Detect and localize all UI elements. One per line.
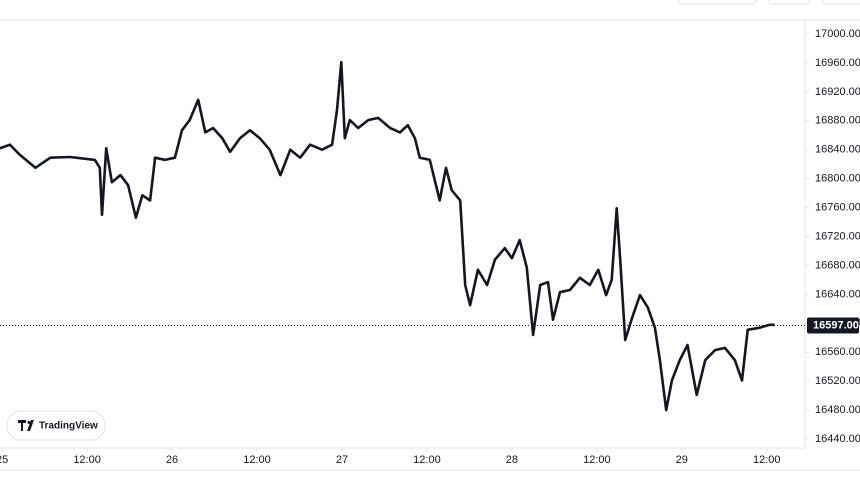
x-tick-label: 12:00 [73, 454, 101, 466]
toolbar-button[interactable] [767, 0, 811, 5]
x-tick-label: 12:00 [753, 454, 781, 466]
y-tick-label: 16560.00 [815, 346, 860, 358]
y-tick-label: 16920.00 [815, 86, 860, 98]
x-tick-label: 12:00 [413, 454, 441, 466]
watermark-text: TradingView [39, 421, 98, 432]
tv-logo [18, 420, 34, 431]
price-line [0, 60, 775, 412]
x-tick-label: 26 [166, 454, 178, 466]
y-tick-label: 16720.00 [815, 230, 860, 242]
x-tick-label: 25 [0, 454, 8, 466]
x-tick-label: 12:00 [583, 454, 611, 466]
y-tick-label: 17000.00 [815, 28, 860, 40]
plot [0, 60, 775, 412]
y-tick-label: 16800.00 [815, 173, 860, 185]
x-tick-label: 28 [506, 454, 518, 466]
y-tick-label: 16640.00 [815, 288, 860, 300]
y-tick-label: 16880.00 [815, 115, 860, 127]
y-tick-label: 16440.00 [815, 433, 860, 445]
watermark-badge: TradingView [6, 410, 106, 441]
y-tick-label: 16480.00 [815, 404, 860, 416]
y-tick-label: 16520.00 [815, 375, 860, 387]
badge-frame [6, 410, 106, 441]
last-price-label: 16597.00 [813, 319, 859, 331]
y-tick-label: 16760.00 [815, 202, 860, 214]
y-tick-label: 16840.00 [815, 144, 860, 156]
last-price-box [807, 317, 859, 334]
x-tick-label: 29 [676, 454, 688, 466]
y-tick-label: 16960.00 [815, 57, 860, 69]
x-tick-label: 27 [336, 454, 348, 466]
toolbar-button[interactable] [677, 0, 757, 5]
toolbar-button[interactable] [821, 0, 860, 5]
y-tick-label: 16680.00 [815, 259, 860, 271]
x-tick-label: 12:00 [243, 454, 271, 466]
